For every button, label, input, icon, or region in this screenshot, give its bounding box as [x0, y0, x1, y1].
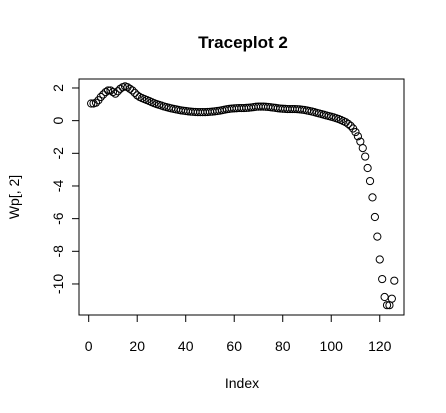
data-point	[361, 152, 370, 161]
y-axis-label: Wp[, 2]	[6, 175, 22, 219]
data-point	[375, 255, 384, 264]
data-point	[387, 294, 396, 303]
data-point	[104, 86, 113, 95]
data-point	[96, 92, 105, 102]
data-point	[351, 127, 360, 137]
data-point	[373, 232, 382, 241]
data-point	[368, 193, 377, 202]
y-tick-label: 2	[50, 84, 66, 92]
x-tick-label: 40	[178, 338, 194, 354]
data-point	[111, 89, 120, 98]
data-point	[382, 301, 392, 310]
plot-frame	[78, 78, 405, 316]
x-tick-label: 100	[320, 338, 344, 354]
y-axis-ticks: 2 0 -2 -4 -6 -8 -10	[50, 84, 79, 294]
data-point	[353, 132, 363, 141]
data-point	[380, 292, 389, 302]
data-point	[363, 163, 372, 173]
y-tick-label: -6	[50, 212, 66, 225]
data-point	[91, 98, 101, 107]
data-point	[108, 87, 118, 97]
data-point	[346, 121, 355, 130]
data-point	[130, 88, 139, 97]
data-point	[113, 87, 122, 96]
data-point	[365, 176, 375, 186]
x-tick-label: 80	[275, 338, 291, 354]
data-point	[358, 143, 367, 153]
y-tick-label: -8	[50, 245, 66, 258]
chart-title: Traceplot 2	[198, 33, 288, 52]
x-axis-label: Index	[225, 375, 259, 391]
x-tick-label: 0	[85, 338, 93, 354]
data-point	[128, 86, 137, 95]
data-point	[99, 90, 108, 99]
data-point	[125, 84, 135, 93]
y-tick-label: -2	[50, 147, 66, 160]
x-tick-label: 60	[226, 338, 242, 354]
data-point	[344, 119, 353, 129]
data-point	[370, 212, 379, 222]
y-tick-label: 0	[50, 117, 66, 125]
x-axis-ticks: 0 20 40 60 80 100 120	[85, 315, 392, 354]
y-tick-label: -4	[50, 180, 66, 193]
data-point	[87, 99, 96, 108]
x-tick-label: 20	[129, 338, 145, 354]
data-point	[133, 91, 142, 100]
y-tick-label: -10	[50, 274, 66, 294]
data-point	[390, 276, 399, 285]
data-point	[378, 274, 387, 284]
data-points	[87, 82, 399, 310]
x-tick-label: 120	[368, 338, 392, 354]
